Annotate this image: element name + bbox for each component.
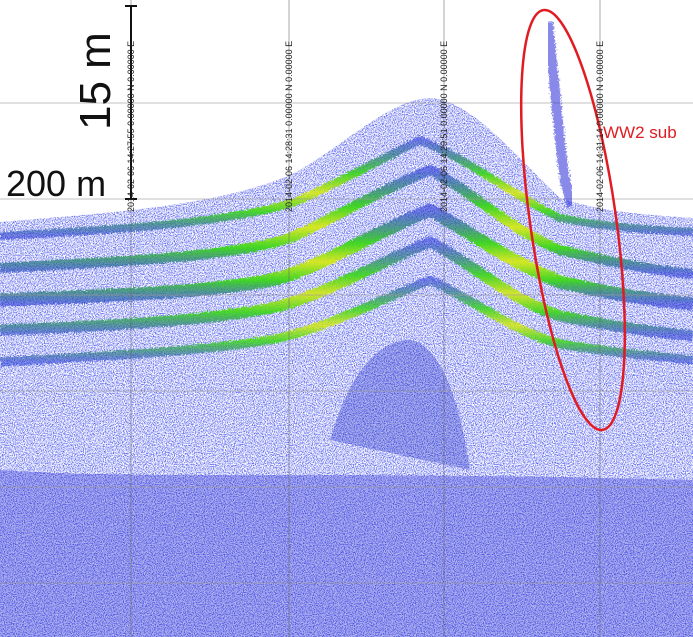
reflector-band (0, 164, 693, 279)
reflector-band (0, 135, 693, 240)
target-echo (543, 21, 577, 208)
timestamp-label: 2014-02-06 14:28:31 0.00000 N 0.00000 E (284, 40, 294, 212)
target-annotation-label: WW2 sub (603, 123, 677, 142)
timestamp-label: 2014-02-06 14:27:55 0.00000 N 0.00000 E (126, 40, 136, 212)
reflector-band (0, 275, 693, 367)
reflector-band (0, 202, 693, 311)
vertical-scale-label: 15 m (71, 32, 120, 130)
vertical-scale-bar (125, 5, 137, 200)
horizontal-scale-label: 200 m (6, 163, 107, 204)
target-ellipse (519, 8, 627, 432)
timestamp-label: 2014-02-06 14:29:51 0.00000 N 0.00000 E (439, 40, 449, 212)
reflector-band (0, 235, 693, 342)
